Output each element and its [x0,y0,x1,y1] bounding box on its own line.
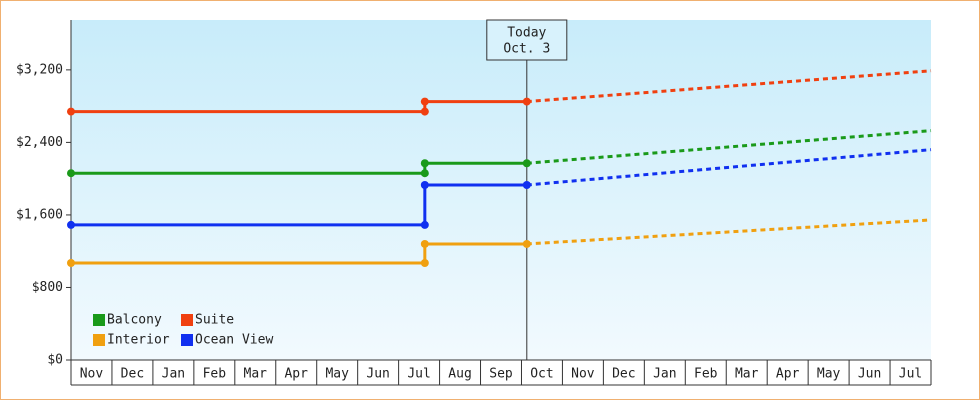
point [522,97,531,106]
x-tick-label: Nov [571,367,595,382]
legend-swatch [181,334,193,346]
legend-label: Interior [107,333,170,348]
series-forecast-line [526,218,932,246]
y-tick-label: $1,600 [16,207,63,222]
legend-swatch [93,334,105,346]
point [420,220,429,229]
x-tick-label: Dec [121,367,144,382]
point [67,220,75,229]
series-line [71,161,527,175]
x-tick-label: Apr [776,367,800,382]
point [522,159,531,168]
x-tick-label: Dec [612,367,635,382]
point [67,169,75,178]
x-tick-label: Oct [530,367,553,382]
x-tick-label: May [325,367,349,382]
x-tick-label: Jan [653,367,676,382]
point [522,181,531,190]
legend-swatch [181,314,193,326]
series-forecast-line [526,148,932,187]
series-line [71,183,527,227]
x-tick-label: May [817,367,841,382]
legend-label: Suite [195,313,234,328]
y-tick-label: $800 [32,280,63,295]
point [420,258,429,267]
x-tick-label: Feb [694,367,718,382]
point [420,239,429,248]
x-tick-label: Feb [203,367,227,382]
point [420,97,429,106]
y-tick-label: $3,200 [16,62,63,77]
y-tick-label: $2,400 [16,135,63,150]
x-tick-label: Jul [407,367,430,382]
x-tick-label: Apr [284,367,308,382]
x-tick-label: Jul [899,367,922,382]
x-tick-label: Jun [858,367,881,382]
x-tick-label: Jan [162,367,185,382]
x-tick-label: Nov [80,367,104,382]
series-forecast-line [526,69,932,104]
point [67,107,75,116]
x-tick-label: Mar [735,367,759,382]
point [420,159,429,168]
today-box [486,19,568,61]
point [420,181,429,190]
legend-label: Balcony [107,313,162,328]
today-label: Today [507,26,546,41]
point [67,258,75,267]
x-tick-label: Aug [448,367,471,382]
x-tick-label: Mar [244,367,268,382]
y-tick-label: $0 [47,353,63,368]
series-forecast-line [526,129,932,165]
point [420,169,429,178]
point [420,107,429,116]
legend-label: Ocean View [195,333,273,348]
series-line [71,242,527,265]
x-tick-label: Sep [489,367,513,382]
point [522,239,531,248]
series-line [71,100,527,114]
legend-swatch [93,314,105,326]
plot-area [71,20,931,360]
x-tick-label: Jun [366,367,389,382]
today-label: Oct. 3 [503,42,550,57]
